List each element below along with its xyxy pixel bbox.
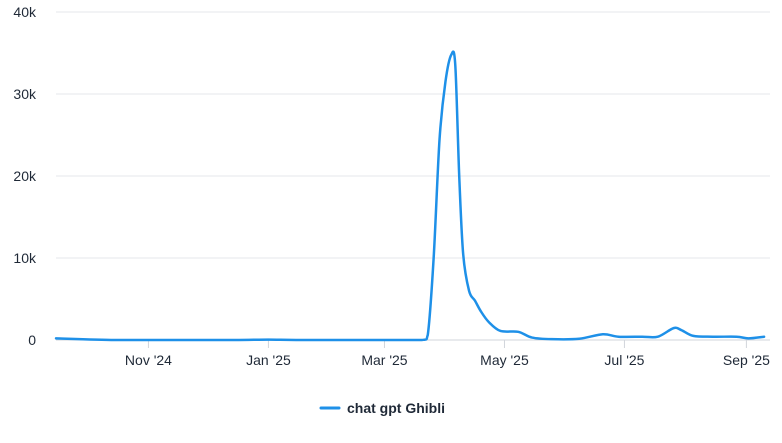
x-tick-label: Jan '25 bbox=[246, 352, 291, 368]
x-axis: Nov '24 Jan '25 Mar '25 May '25 Jul '25 Sep '… bbox=[125, 340, 770, 368]
x-tick-label: Nov '24 bbox=[125, 352, 172, 368]
gridlines bbox=[56, 11, 770, 341]
legend[interactable]: chat gpt Ghibli bbox=[319, 400, 445, 416]
x-tick-label: Mar '25 bbox=[361, 352, 407, 368]
x-tick-label: May '25 bbox=[480, 352, 529, 368]
series-line-0 bbox=[54, 50, 766, 342]
x-tick-label: Jul '25 bbox=[604, 352, 644, 368]
y-axis: 0 10k 20k 30k 40k bbox=[13, 4, 37, 348]
series-layer bbox=[54, 50, 766, 342]
legend-label: chat gpt Ghibli bbox=[347, 400, 445, 416]
y-tick-label: 20k bbox=[13, 168, 37, 184]
legend-item[interactable]: chat gpt Ghibli bbox=[319, 400, 445, 416]
y-tick-label: 10k bbox=[13, 250, 37, 266]
y-tick-label: 30k bbox=[13, 86, 37, 102]
x-tick-label: Sep '25 bbox=[723, 352, 770, 368]
y-tick-label: 40k bbox=[13, 4, 37, 20]
y-tick-label: 0 bbox=[28, 332, 36, 348]
